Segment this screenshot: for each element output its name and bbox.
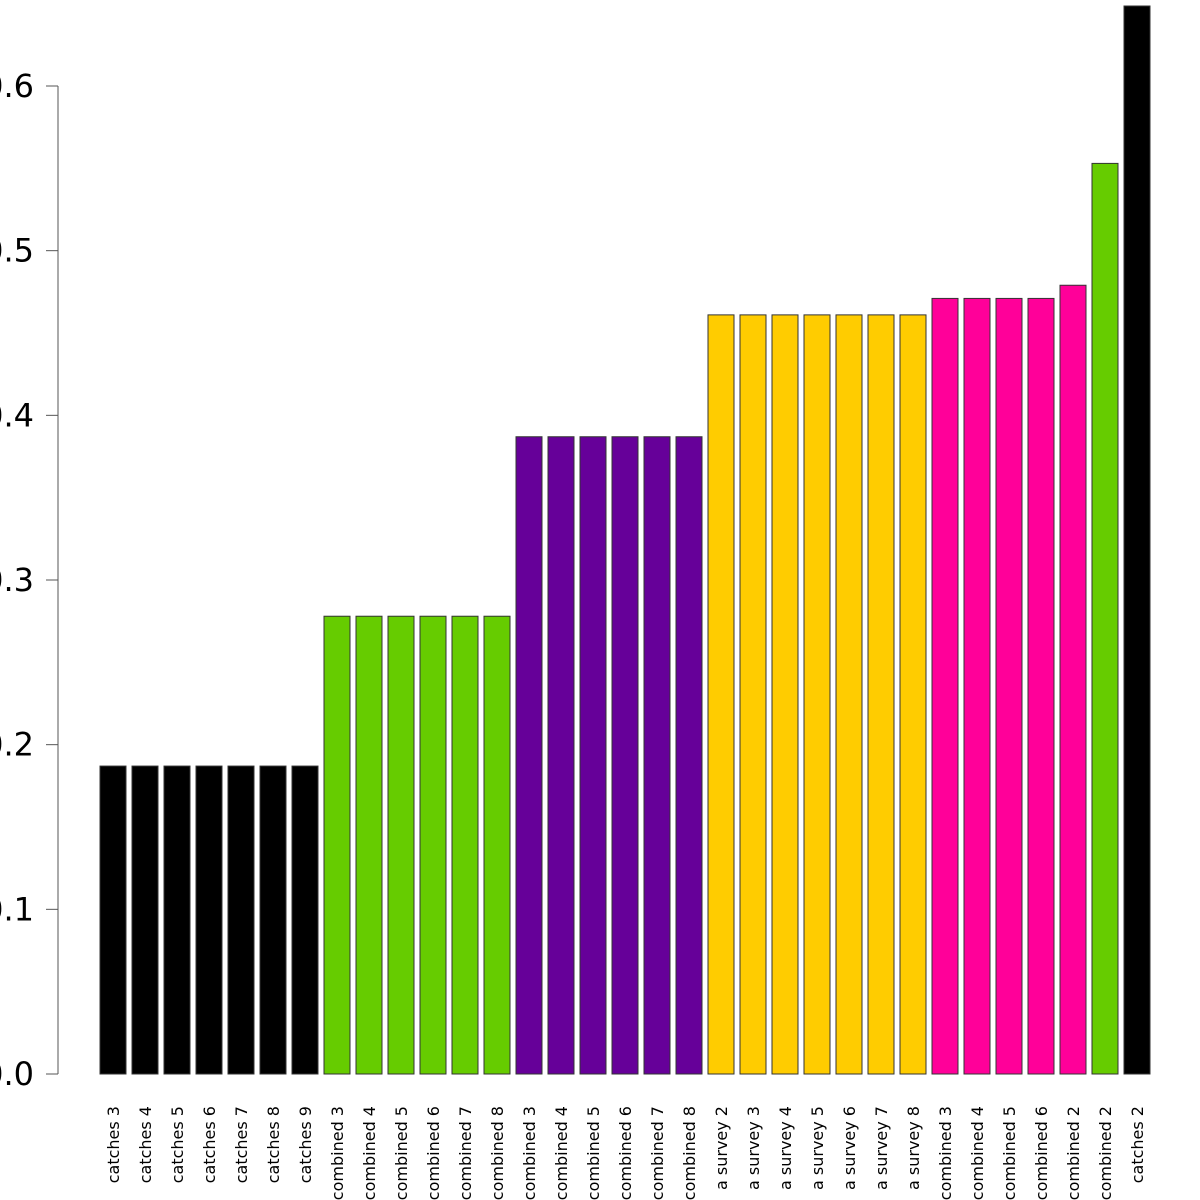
x-tick-label: combined 2 bbox=[1064, 1106, 1083, 1200]
y-axis: 0.0 0.1 0.2 0.3 0.4 0.5 0.6 bbox=[0, 67, 59, 1093]
bar bbox=[515, 436, 543, 1075]
x-tick-label: combined 5 bbox=[1000, 1106, 1019, 1200]
bar bbox=[483, 615, 511, 1075]
x-tick-label: combined 8 bbox=[680, 1106, 699, 1200]
x-tick-label: a survey 5 bbox=[808, 1106, 827, 1190]
bar bbox=[451, 615, 479, 1075]
y-tick-label: 0.5 bbox=[0, 232, 34, 270]
x-tick-label: a survey 3 bbox=[744, 1106, 763, 1190]
x-tick-label: combined 4 bbox=[360, 1106, 379, 1200]
y-tick-label: 0.6 bbox=[0, 67, 34, 105]
x-tick-label: catches 2 bbox=[1128, 1106, 1147, 1183]
bar bbox=[739, 314, 767, 1075]
x-tick-label: combined 3 bbox=[936, 1106, 955, 1200]
x-tick-label: catches 3 bbox=[104, 1106, 123, 1183]
bar bbox=[163, 765, 191, 1075]
bar bbox=[1091, 162, 1119, 1075]
x-tick-label: catches 9 bbox=[296, 1106, 315, 1183]
x-tick-label: combined 6 bbox=[424, 1106, 443, 1200]
bar bbox=[195, 765, 223, 1075]
y-tick-label: 0.4 bbox=[0, 396, 34, 434]
x-tick-label: combined 5 bbox=[584, 1106, 603, 1200]
bar bbox=[323, 615, 351, 1075]
bar bbox=[931, 297, 959, 1075]
x-tick-label: combined 6 bbox=[616, 1106, 635, 1200]
bar bbox=[387, 615, 415, 1075]
y-tick-label: 0.3 bbox=[0, 561, 34, 599]
bar bbox=[291, 765, 319, 1075]
x-tick-label: catches 5 bbox=[168, 1106, 187, 1183]
bar bbox=[355, 615, 383, 1075]
y-tick-label: 0.2 bbox=[0, 726, 34, 764]
bars bbox=[99, 5, 1151, 1075]
bar bbox=[835, 314, 863, 1075]
x-tick-label: catches 4 bbox=[136, 1106, 155, 1183]
x-tick-label: a survey 6 bbox=[840, 1106, 859, 1190]
bar bbox=[771, 314, 799, 1075]
bar bbox=[99, 765, 127, 1075]
x-tick-label: catches 8 bbox=[264, 1106, 283, 1183]
bar bbox=[803, 314, 831, 1075]
bar bbox=[707, 314, 735, 1075]
bar bbox=[995, 297, 1023, 1075]
bar bbox=[1059, 284, 1087, 1075]
x-tick-label: a survey 7 bbox=[872, 1106, 891, 1190]
bar bbox=[675, 436, 703, 1075]
bar bbox=[547, 436, 575, 1075]
x-tick-label: combined 3 bbox=[328, 1106, 347, 1200]
x-tick-label: combined 3 bbox=[520, 1106, 539, 1200]
bar bbox=[899, 314, 927, 1075]
x-tick-label: combined 7 bbox=[648, 1106, 667, 1200]
x-tick-label: combined 4 bbox=[552, 1106, 571, 1200]
x-tick-label: combined 6 bbox=[1032, 1106, 1051, 1200]
y-tick-label: 0.0 bbox=[0, 1055, 34, 1093]
x-tick-label: combined 8 bbox=[488, 1106, 507, 1200]
bar bbox=[1027, 297, 1055, 1075]
bar bbox=[611, 436, 639, 1075]
x-tick-label: a survey 8 bbox=[904, 1106, 923, 1190]
bar bbox=[643, 436, 671, 1075]
bar bbox=[259, 765, 287, 1075]
x-tick-label: catches 6 bbox=[200, 1106, 219, 1183]
x-tick-label: combined 4 bbox=[968, 1106, 987, 1200]
y-tick-label: 0.1 bbox=[0, 890, 34, 928]
x-tick-label: a survey 4 bbox=[776, 1106, 795, 1190]
x-tick-label: a survey 2 bbox=[712, 1106, 731, 1190]
x-tick-label: catches 7 bbox=[232, 1106, 251, 1183]
x-tick-label: combined 7 bbox=[456, 1106, 475, 1200]
bar bbox=[1123, 5, 1151, 1075]
x-axis-labels: catches 3 catches 4 catches 5 catches 6 catc… bbox=[104, 1106, 1147, 1200]
bar bbox=[963, 297, 991, 1075]
bar bbox=[579, 436, 607, 1075]
bar bbox=[131, 765, 159, 1075]
bar bbox=[867, 314, 895, 1075]
x-tick-label: combined 2 bbox=[1096, 1106, 1115, 1200]
x-tick-label: combined 5 bbox=[392, 1106, 411, 1200]
bar bbox=[419, 615, 447, 1075]
bar bbox=[227, 765, 255, 1075]
